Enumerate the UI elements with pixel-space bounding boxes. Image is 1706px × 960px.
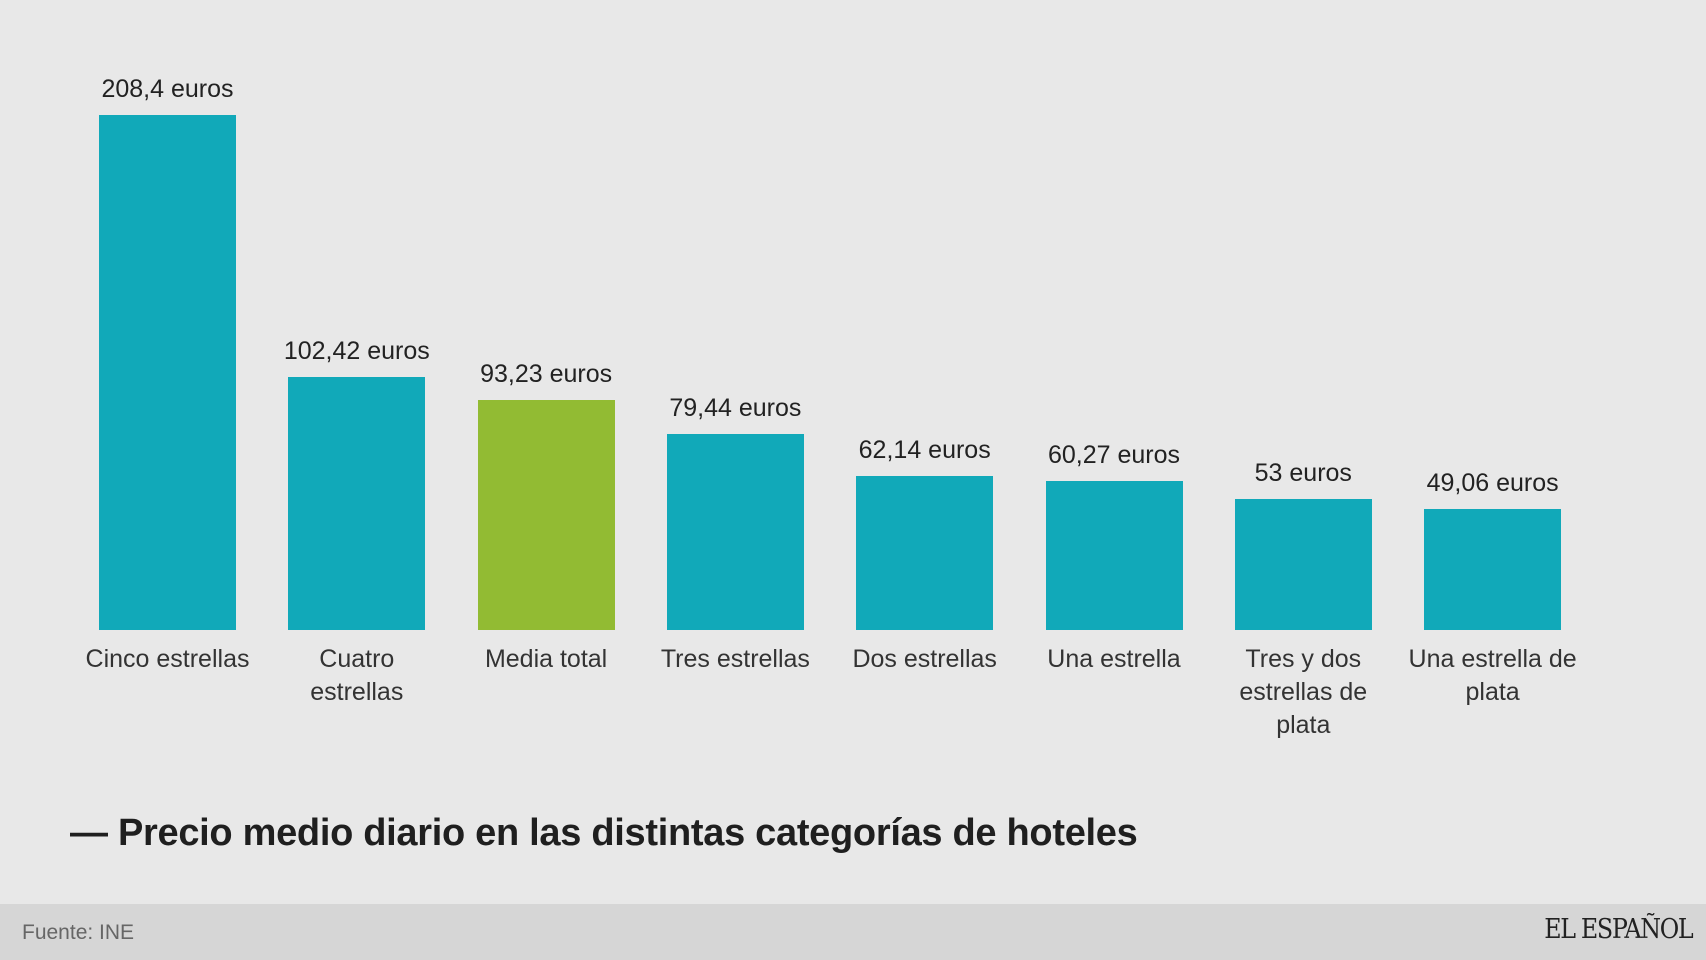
category-label: Cinco estrellas bbox=[85, 645, 250, 673]
bar bbox=[856, 476, 994, 630]
bar bbox=[477, 399, 615, 630]
bar bbox=[288, 376, 426, 630]
bar bbox=[99, 115, 236, 630]
source-text: Fuente: INE bbox=[22, 921, 135, 944]
bar-value-label: 60,27 euros bbox=[1047, 441, 1181, 470]
category-label: Tres y dos estrellas de plata bbox=[1239, 645, 1368, 739]
bar-value-label: 49,06 euros bbox=[1426, 468, 1559, 497]
category-label: Una estrella bbox=[1047, 645, 1181, 673]
bar-value-label: 102,42 euros bbox=[283, 336, 430, 365]
bar-value-label: 79,44 euros bbox=[669, 393, 802, 422]
category-label: Cuatro estrellas bbox=[310, 645, 404, 706]
bar-value-label: 93,23 euros bbox=[480, 359, 613, 388]
chart-title: — Precio medio diario en las distintas c… bbox=[70, 812, 1138, 854]
bar bbox=[1234, 499, 1372, 630]
bar-value-label: 208,4 euros bbox=[101, 75, 234, 103]
category-label: Dos estrellas bbox=[852, 645, 997, 673]
bar-value-label: 53 euros bbox=[1254, 459, 1352, 488]
brand-logo: EL ESPAÑOL bbox=[1543, 914, 1693, 945]
bar bbox=[1045, 481, 1183, 630]
footer-bar: Fuente: INE EL ESPAÑOL bbox=[0, 904, 1706, 960]
category-label: Tres estrellas bbox=[660, 645, 810, 673]
bar bbox=[1424, 508, 1562, 630]
category-label: Una estrella de plata bbox=[1408, 645, 1577, 706]
category-label: Media total bbox=[484, 645, 608, 673]
bar-chart: 208,4 euros Cinco estrellas 102,42 euros Cu… bbox=[85, 75, 1577, 739]
bar bbox=[666, 433, 804, 630]
bar-value-label: 62,14 euros bbox=[858, 436, 991, 465]
